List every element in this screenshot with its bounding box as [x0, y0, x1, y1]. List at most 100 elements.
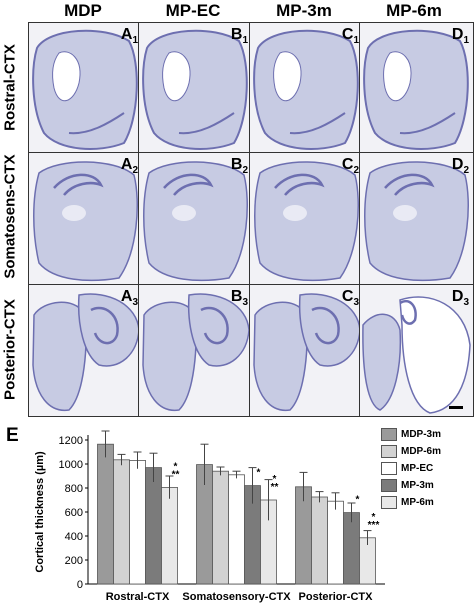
- panel-subscript: 3: [353, 297, 359, 309]
- column-header-mp-6m: MP-6m: [386, 1, 442, 20]
- histology-panel-c1: C1: [249, 22, 364, 155]
- panel-letter: A: [120, 288, 133, 305]
- legend-swatch: [381, 428, 397, 441]
- histology-panel-b2: B2: [138, 152, 253, 285]
- brain-section-image: [362, 296, 471, 414]
- legend-swatch: [381, 496, 397, 509]
- brain-section-image: [253, 293, 361, 411]
- y-tick-label: 400: [65, 531, 83, 543]
- histology-panel-a1: A1: [28, 22, 143, 155]
- y-axis-label: Cortical thickness (µm): [34, 451, 46, 573]
- panel-letter: B: [230, 156, 243, 173]
- panel-label: B1: [231, 26, 248, 46]
- significance-marker: ***: [368, 520, 380, 531]
- bar-mp-ec: [228, 474, 245, 585]
- y-tick-label: 1000: [59, 459, 83, 471]
- panel-label: A3: [121, 288, 138, 308]
- significance-marker: **: [271, 482, 279, 493]
- significance-marker: *: [356, 495, 360, 506]
- panel-label: B3: [231, 288, 248, 308]
- y-tick-label: 200: [65, 555, 83, 567]
- significance-marker: *: [257, 468, 261, 479]
- column-header-mp-3m: MP-3m: [276, 1, 332, 20]
- panel-subscript: 1: [132, 35, 138, 47]
- brain-section-image: [32, 293, 140, 411]
- panel-subscript: 2: [463, 165, 469, 177]
- y-tick-label: 1200: [59, 435, 83, 447]
- y-tick-label: 800: [65, 483, 83, 495]
- panel-letter: A: [120, 156, 133, 173]
- panel-letter: A: [120, 26, 133, 43]
- panel-subscript: 2: [132, 165, 138, 177]
- brain-section-image: [142, 29, 248, 150]
- histology-panel-d2: D2: [359, 152, 474, 285]
- panel-label: D3: [452, 288, 469, 308]
- histology-panel-b1: B1: [138, 22, 253, 155]
- legend-item: MP-3m: [381, 477, 441, 494]
- bar-mdp-6m: [113, 459, 130, 585]
- panel-label: A2: [121, 156, 138, 176]
- row-label-posterior: Posterior-CTX: [1, 299, 19, 400]
- panel-label: C2: [342, 156, 359, 176]
- panel-subscript: 1: [463, 35, 469, 47]
- legend-item: MP-EC: [381, 460, 441, 477]
- bar-mdp-6m: [311, 496, 328, 585]
- histology-panel-a2: A2: [28, 152, 143, 285]
- brain-section-image: [32, 29, 138, 150]
- y-tick-label: 0: [77, 579, 83, 591]
- panel-label: D1: [452, 26, 469, 46]
- brain-section-image: [363, 29, 469, 150]
- legend-swatch: [381, 479, 397, 492]
- bar-mp-ec: [327, 500, 344, 585]
- brain-section-image: [253, 29, 359, 150]
- histology-panel-b3: B3: [138, 284, 253, 417]
- legend-label: MDP-6m: [401, 446, 442, 457]
- column-header-mdp: MDP: [64, 1, 102, 20]
- panel-label: C1: [342, 26, 359, 46]
- panel-label: C3: [342, 288, 359, 308]
- panel-subscript: 1: [242, 35, 248, 47]
- significance-marker: **: [172, 469, 180, 480]
- bar-mp-ec: [129, 460, 146, 585]
- brain-section-image: [364, 161, 469, 282]
- histology-panel-d3: D3: [359, 284, 474, 417]
- significance-marker: *: [174, 461, 178, 472]
- histology-panel-c2: C2: [249, 152, 364, 285]
- legend-label: MDP-3m: [401, 429, 442, 440]
- x-tick-label: Rostral-CTX: [106, 591, 170, 603]
- panel-label: B2: [231, 156, 248, 176]
- bar-mdp-3m: [97, 443, 114, 585]
- brain-section-image: [143, 161, 248, 282]
- chart-legend: MDP-3m MDP-6m MP-EC MP-3m MP-6m: [381, 426, 441, 511]
- significance-marker: *: [273, 474, 277, 485]
- panel-letter: C: [341, 26, 354, 43]
- brain-section-image: [254, 161, 359, 282]
- column-header-mp-ec: MP-EC: [165, 1, 221, 20]
- row-label-somatosens: Somatosens-CTX: [1, 154, 19, 279]
- bar-mp-6m: [161, 487, 178, 585]
- panel-subscript: 3: [463, 297, 469, 309]
- cortical-thickness-chart: 0 200 400 600 800 1000 1200 Cortical thickness …: [34, 430, 385, 603]
- bar-mp-3m: [145, 467, 162, 585]
- histology-panel-a3: A3: [28, 284, 143, 417]
- panel-label: A1: [121, 26, 138, 46]
- bar-mdp-3m: [295, 486, 312, 585]
- legend-item: MDP-6m: [381, 443, 441, 460]
- bar-mp-3m: [343, 512, 360, 585]
- panel-letter: D: [451, 26, 464, 43]
- panel-letter: B: [230, 288, 243, 305]
- panel-e-label: E: [6, 425, 19, 446]
- bar-mdp-6m: [212, 470, 229, 585]
- panel-subscript: 2: [242, 165, 248, 177]
- panel-letter: B: [230, 26, 243, 43]
- y-tick-label: 600: [65, 507, 83, 519]
- panel-subscript: 2: [353, 165, 359, 177]
- significance-marker: *: [372, 512, 376, 523]
- panel-letter: C: [341, 288, 354, 305]
- legend-swatch: [381, 462, 397, 475]
- row-label-rostral: Rostral-CTX: [1, 44, 19, 131]
- legend-label: MP-6m: [401, 497, 434, 508]
- panel-subscript: 1: [353, 35, 359, 47]
- legend-item: MP-6m: [381, 494, 441, 511]
- panel-letter: D: [451, 156, 464, 173]
